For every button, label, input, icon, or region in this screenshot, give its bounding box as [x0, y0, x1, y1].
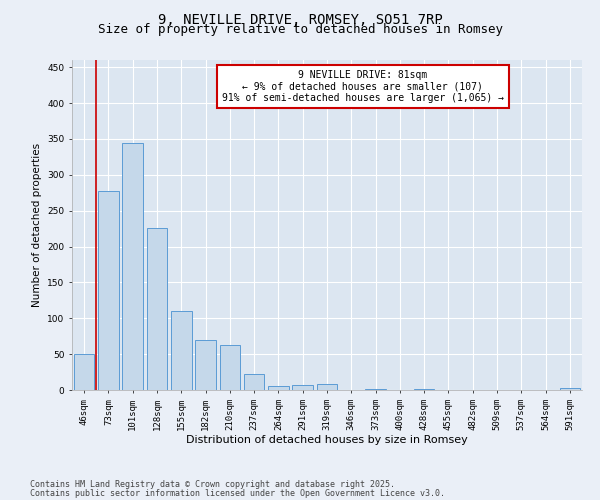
Text: Contains HM Land Registry data © Crown copyright and database right 2025.: Contains HM Land Registry data © Crown c…: [30, 480, 395, 489]
Bar: [560, 388, 580, 390]
Bar: [317, 384, 337, 390]
X-axis label: Distribution of detached houses by size in Romsey: Distribution of detached houses by size …: [186, 436, 468, 446]
Bar: [171, 311, 191, 390]
Bar: [98, 192, 119, 390]
Y-axis label: Number of detached properties: Number of detached properties: [32, 143, 41, 307]
Bar: [195, 340, 216, 390]
Bar: [292, 385, 313, 390]
Text: 9, NEVILLE DRIVE, ROMSEY, SO51 7RP: 9, NEVILLE DRIVE, ROMSEY, SO51 7RP: [158, 12, 442, 26]
Bar: [122, 143, 143, 390]
Bar: [220, 345, 240, 390]
Bar: [74, 354, 94, 390]
Text: Contains public sector information licensed under the Open Government Licence v3: Contains public sector information licen…: [30, 488, 445, 498]
Text: 9 NEVILLE DRIVE: 81sqm
← 9% of detached houses are smaller (107)
91% of semi-det: 9 NEVILLE DRIVE: 81sqm ← 9% of detached …: [222, 70, 504, 103]
Bar: [414, 388, 434, 390]
Bar: [268, 386, 289, 390]
Bar: [365, 388, 386, 390]
Bar: [244, 374, 265, 390]
Text: Size of property relative to detached houses in Romsey: Size of property relative to detached ho…: [97, 22, 503, 36]
Bar: [146, 228, 167, 390]
